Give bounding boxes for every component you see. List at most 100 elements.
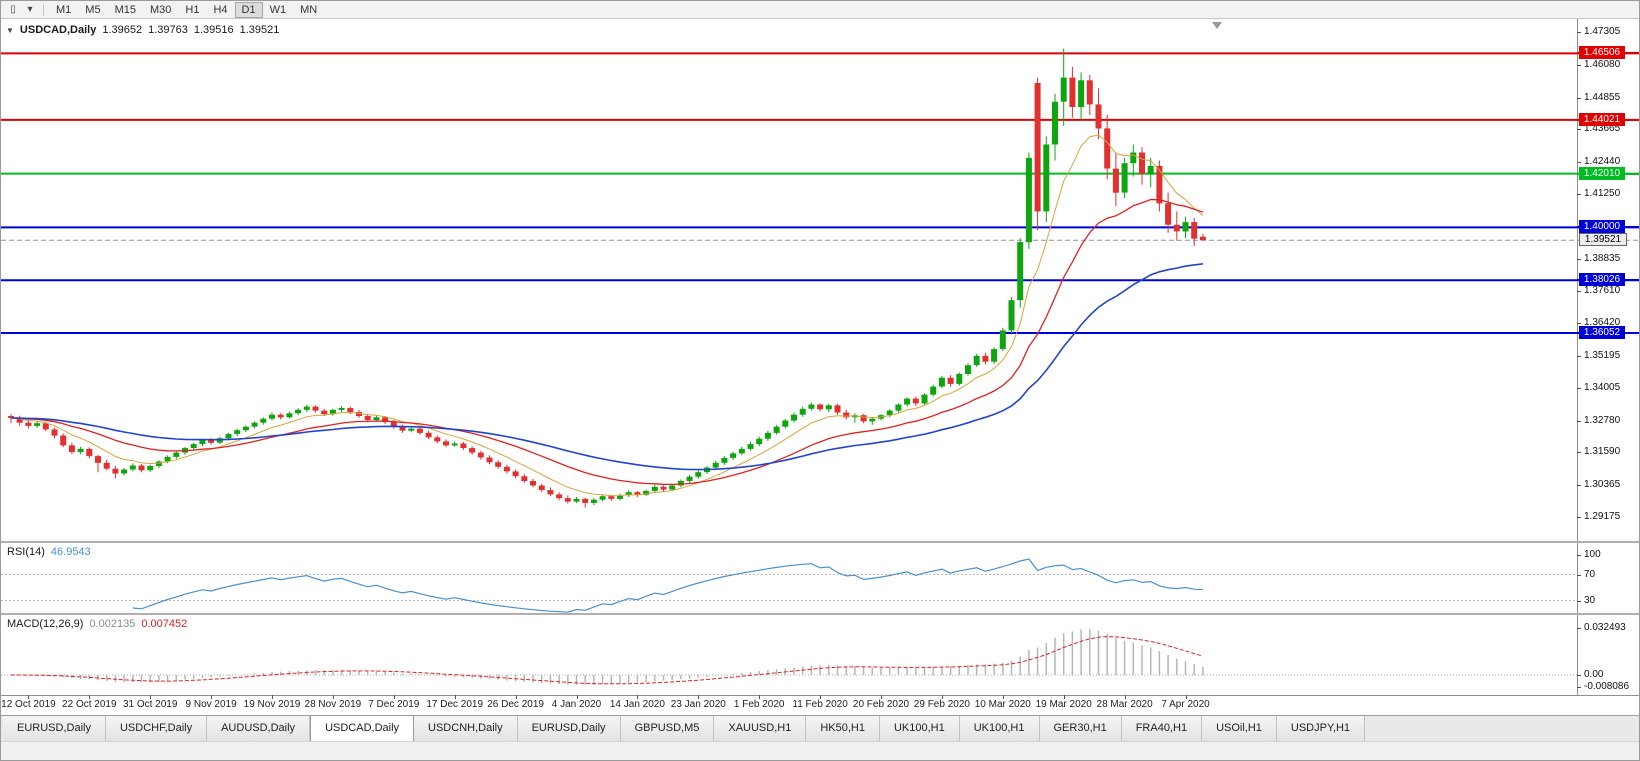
price-axis-label: 1.37610	[1584, 285, 1621, 297]
date-axis-label: 19 Nov 2019	[243, 699, 301, 710]
time-axis[interactable]	[1, 695, 1639, 715]
price-level-badge: 1.36052	[1579, 326, 1625, 340]
date-axis-tick	[150, 695, 152, 699]
date-axis-label: 14 Jan 2020	[609, 699, 665, 710]
timeframe-button-d1[interactable]: D1	[234, 1, 263, 18]
chart-tab-eurusd-daily[interactable]: EURUSD,Daily	[3, 716, 106, 741]
price-axis-tick	[1577, 355, 1581, 357]
price-level-badge: 1.40000	[1579, 220, 1625, 234]
chart-collapse-icon[interactable]: ▼	[6, 25, 14, 35]
chart-tab-ger30-h1[interactable]: GER30,H1	[1039, 716, 1122, 741]
price-axis-label: 1.43665	[1584, 123, 1621, 135]
candlestick-chart-icon[interactable]: ▯	[10, 4, 16, 15]
ohlc-low-value: 1.39516	[193, 24, 234, 36]
price-axis-label: 1.36420	[1584, 317, 1621, 329]
toolbar-separator	[43, 3, 44, 16]
date-axis-label: 28 Mar 2020	[1096, 699, 1153, 710]
date-axis-label: 4 Jan 2020	[551, 699, 602, 710]
price-axis-label: 1.30365	[1584, 479, 1621, 491]
price-chart-canvas[interactable]	[1, 19, 1640, 541]
price-axis-label: 1.46080	[1584, 58, 1621, 70]
timeframe-button-w1[interactable]: W1	[263, 2, 294, 18]
chart-symbol-label: USDCAD,Daily	[19, 24, 97, 36]
chart-tab-usdjpy-h1[interactable]: USDJPY,H1	[1276, 716, 1366, 741]
date-axis-tick	[820, 695, 822, 699]
price-axis-tick	[1577, 420, 1581, 422]
date-axis-tick	[454, 695, 456, 699]
date-axis-label: 23 Jan 2020	[670, 699, 726, 710]
timeframe-button-m1[interactable]: M1	[49, 2, 78, 18]
price-axis-label: 1.42440	[1584, 156, 1621, 168]
chart-tab-usoil-h1[interactable]: USOil,H1	[1202, 716, 1277, 741]
date-axis-label: 20 Feb 2020	[852, 699, 910, 710]
dropdown-caret-icon[interactable]: ▾	[27, 4, 33, 15]
chart-tab-xauusd-h1[interactable]: XAUUSD,H1	[714, 716, 807, 741]
timeframe-button-mn[interactable]: MN	[293, 2, 324, 18]
price-axis-tick	[1577, 452, 1581, 454]
price-axis-label: 1.31590	[1584, 446, 1621, 458]
price-axis-label: 1.35195	[1584, 349, 1621, 361]
ohlc-open-value: 1.39652	[102, 24, 143, 36]
chart-tab-fra40-h1[interactable]: FRA40,H1	[1121, 716, 1203, 741]
date-axis-tick	[881, 695, 882, 699]
date-axis-label: 17 Dec 2019	[426, 699, 484, 710]
ohlc-close-value: 1.39521	[239, 24, 280, 36]
chart-tab-hk50-h1[interactable]: HK50,H1	[806, 716, 880, 741]
timeframe-button-m15[interactable]: M15	[108, 2, 143, 18]
macd-panel-canvas[interactable]	[1, 615, 1640, 695]
rsi-axis-label: 70	[1584, 568, 1596, 580]
rsi-line	[132, 558, 1203, 613]
chart-tab-gbpusd-m5[interactable]: GBPUSD,M5	[620, 716, 715, 741]
chart-header: ▼ USDCAD,Daily 1.39652 1.39763 1.39516 1…	[6, 24, 279, 36]
price-axis-tick	[1577, 193, 1581, 195]
timeframe-button-h4[interactable]: H4	[206, 2, 234, 18]
price-axis-tick	[1577, 258, 1581, 260]
panel-divider[interactable]	[1, 613, 1639, 615]
price-level-badge: 1.44021	[1579, 112, 1625, 126]
macd-axis-tick	[1577, 686, 1581, 688]
chart-tab-uk100-h1[interactable]: UK100,H1	[959, 716, 1040, 741]
price-level-badge: 1.38026	[1579, 273, 1625, 287]
date-axis-tick	[1002, 695, 1004, 699]
macd-signal-value: 0.007452	[141, 618, 188, 630]
chart-tab-audusd-daily[interactable]: AUDUSD,Daily	[207, 716, 311, 741]
price-axis-tick	[1577, 129, 1581, 131]
rsi-axis-label: 30	[1584, 594, 1596, 606]
toolbar: ▯ ▾ M1 M5 M15 M30 H1 H4 D1 W1 MN	[1, 1, 1639, 19]
date-axis-tick	[941, 695, 943, 699]
chart-tab-uk100-h1[interactable]: UK100,H1	[879, 716, 960, 741]
price-axis-label: 1.29175	[1584, 510, 1621, 522]
price-axis-label: 1.41250	[1584, 187, 1621, 199]
date-axis-label: 31 Oct 2019	[122, 699, 178, 710]
price-axis-tick	[1577, 291, 1581, 293]
date-axis-label: 29 Feb 2020	[913, 699, 970, 710]
date-axis-label: 10 Mar 2020	[974, 699, 1031, 710]
moving-average-line-21	[10, 198, 1204, 486]
macd-axis-label: 0.00	[1584, 669, 1604, 680]
rsi-panel-canvas[interactable]	[1, 543, 1640, 613]
chart-shift-marker	[1212, 22, 1222, 29]
macd-axis-label: -0.008086	[1584, 680, 1630, 692]
panel-divider[interactable]	[1, 541, 1639, 543]
timeframe-button-h1[interactable]: H1	[178, 2, 206, 18]
chart-tab-eurusd-daily[interactable]: EURUSD,Daily	[517, 716, 621, 741]
rsi-axis-tick	[1577, 600, 1581, 602]
price-axis-tick	[1577, 162, 1581, 164]
ohlc-high-value: 1.39763	[148, 24, 188, 36]
price-axis-tick	[1577, 516, 1581, 518]
timeframe-button-m30[interactable]: M30	[143, 2, 178, 18]
date-axis-tick	[1063, 695, 1065, 699]
macd-axis-label: 0.032493	[1584, 621, 1626, 633]
timeframe-button-m5[interactable]: M5	[78, 2, 107, 18]
date-axis-tick	[515, 695, 517, 699]
date-axis-tick	[28, 695, 30, 699]
chart-tab-usdcnh-daily[interactable]: USDCNH,Daily	[414, 716, 518, 741]
price-axis-label: 1.38835	[1584, 252, 1621, 264]
chart-tab-usdchf-daily[interactable]: USDCHF,Daily	[105, 716, 208, 741]
chart-tab-usdcad-daily[interactable]: USDCAD,Daily	[310, 716, 415, 741]
price-axis-tick	[1577, 323, 1581, 325]
macd-axis-tick	[1577, 675, 1581, 676]
rsi-axis-tick	[1577, 574, 1581, 576]
price-scale-column[interactable]	[1577, 19, 1639, 695]
